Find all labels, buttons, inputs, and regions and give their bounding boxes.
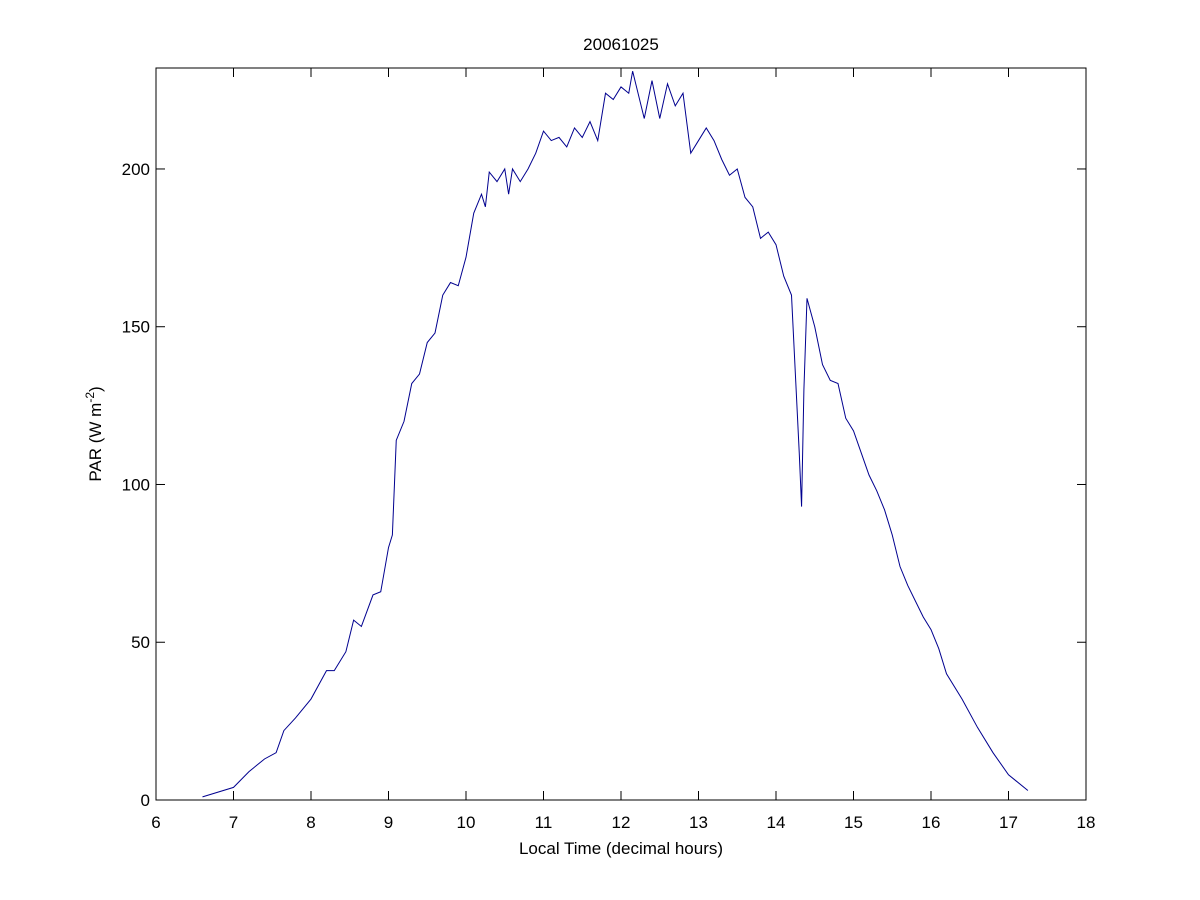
x-tick-label: 14 [767,813,786,832]
x-tick-label: 15 [844,813,863,832]
y-label-text: PAR (W m [86,403,105,482]
y-axis-label: PAR (W m-2) [83,386,105,481]
y-tick-label: 0 [141,791,150,810]
plot-area [155,67,1087,801]
x-tick-label: 12 [612,813,631,832]
x-tick-label: 10 [457,813,476,832]
x-tick-label: 6 [151,813,160,832]
x-axis-label: Local Time (decimal hours) [519,839,723,858]
x-tick-label: 18 [1077,813,1096,832]
y-tick-label: 200 [122,160,150,179]
y-label-suffix: ) [86,386,105,392]
x-tick-label: 16 [922,813,941,832]
chart-title: 20061025 [583,35,659,54]
x-tick-label: 11 [535,813,553,832]
x-tick-label: 13 [689,813,708,832]
x-tick-label: 8 [306,813,315,832]
y-tick-label: 150 [122,318,150,337]
y-label-superscript: -2 [83,392,97,403]
y-tick-label: 50 [131,633,150,652]
x-tick-label: 17 [999,813,1018,832]
data-line [202,71,1029,798]
x-tick-label: 9 [384,813,393,832]
y-tick-label: 100 [122,475,150,494]
x-tick-label: 7 [229,813,238,832]
